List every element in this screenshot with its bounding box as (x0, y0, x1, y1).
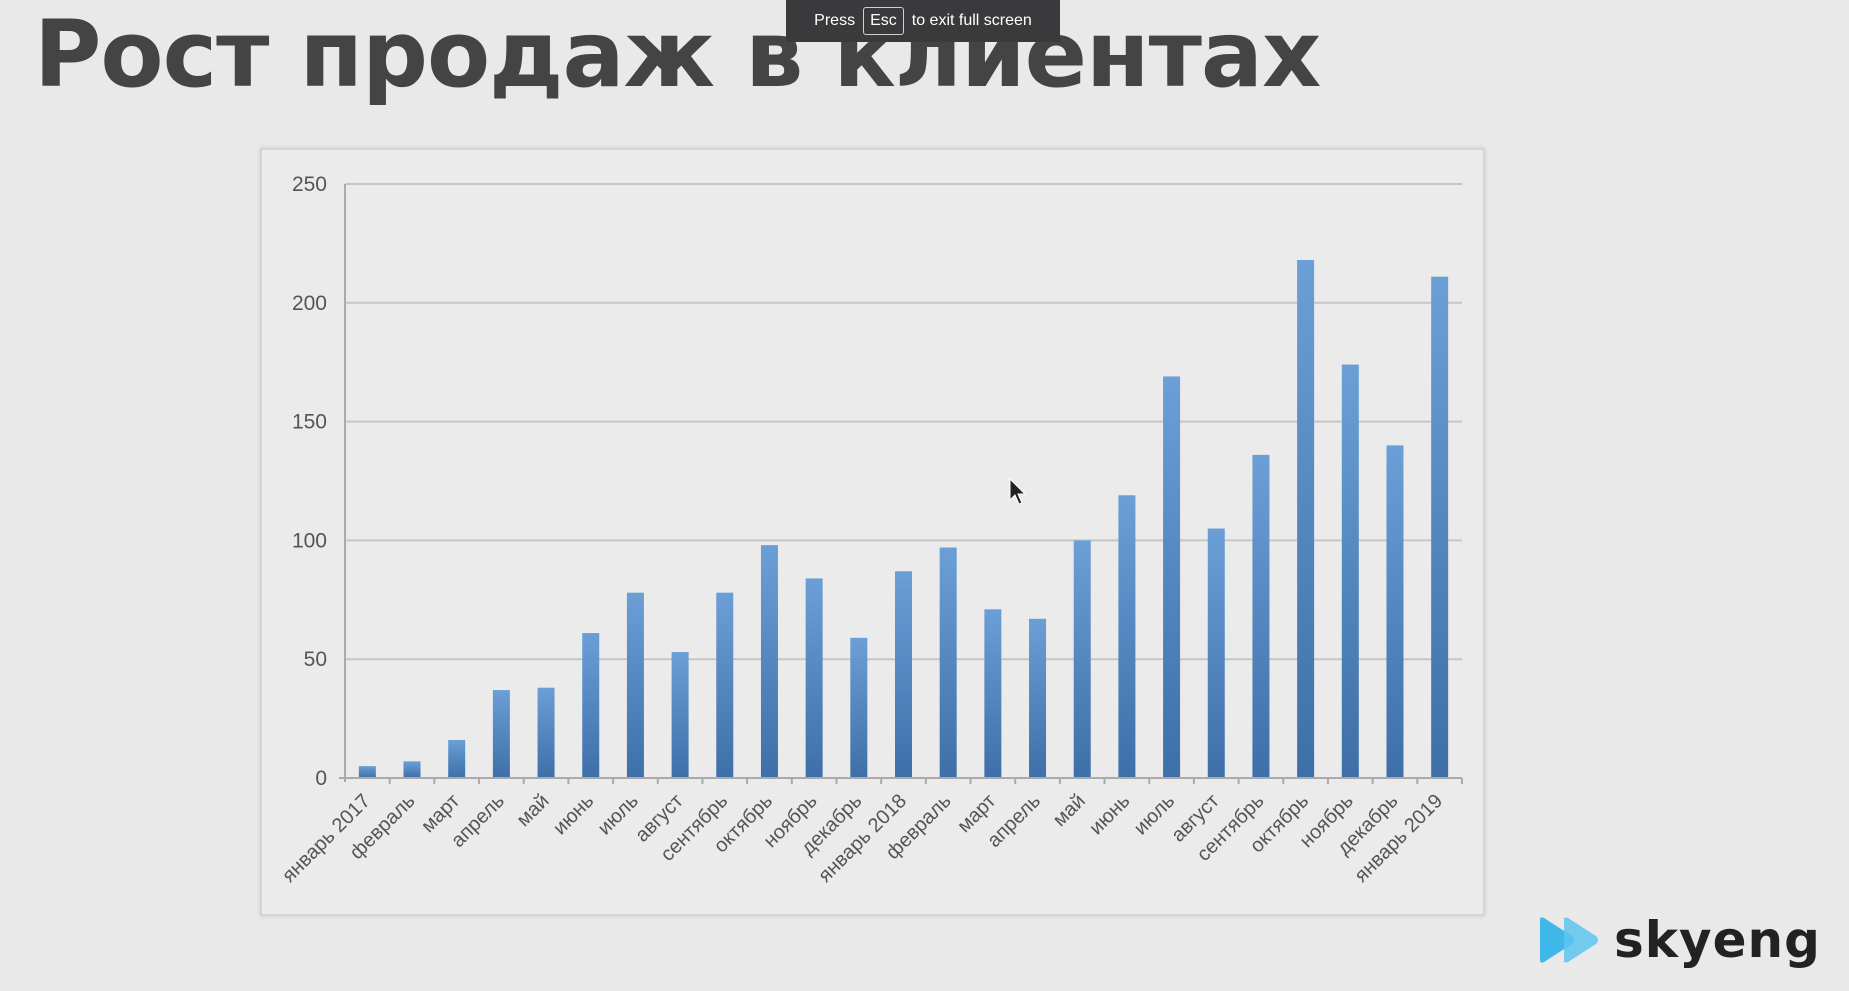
bar (939, 547, 957, 778)
bar (1207, 528, 1225, 778)
y-tick-label: 150 (292, 411, 327, 434)
y-tick-label: 0 (315, 767, 327, 790)
banner-press-text: Press (814, 12, 856, 29)
bar (1073, 540, 1091, 778)
bar (760, 545, 778, 778)
bar (537, 687, 555, 778)
y-tick-label: 100 (292, 529, 327, 552)
bar (671, 652, 689, 778)
bar (1297, 260, 1315, 778)
y-tick-label: 250 (292, 173, 327, 196)
x-tick-label: май (513, 790, 554, 831)
skyeng-logo: skyeng (1538, 908, 1838, 972)
bar (1386, 445, 1404, 778)
slide-title: Рост продаж в клиентах (34, 1, 1321, 108)
bar (805, 578, 823, 778)
x-tick-label: июнь (549, 790, 598, 839)
bar (1029, 618, 1047, 778)
bar (1163, 376, 1181, 778)
y-tick-labels: 0 50 100 150 200 250 (292, 173, 327, 790)
axes (339, 184, 1463, 784)
bar (492, 690, 510, 778)
esc-key-badge[interactable]: Esc (863, 7, 904, 35)
bar (582, 633, 600, 778)
bar (448, 739, 466, 778)
bar (1118, 495, 1136, 778)
bar (1341, 364, 1359, 778)
play-arrows-icon (1540, 917, 1598, 963)
y-tick-label: 200 (292, 292, 327, 315)
bar (1431, 276, 1449, 778)
logo-text: skyeng (1614, 911, 1821, 969)
bar-chart: 0 50 100 150 200 250 январь 2017февральмартап… (278, 173, 1463, 887)
chart-panel: 0 50 100 150 200 250 январь 2017 февраль март ап… (260, 148, 1485, 916)
bar (626, 592, 644, 778)
bar (403, 761, 421, 778)
bar (850, 637, 868, 778)
grid-layer (345, 183, 1462, 661)
fullscreen-banner: Press Esc to exit full screen (786, 0, 1060, 42)
y-tick-label: 50 (304, 648, 327, 671)
bar (1252, 454, 1270, 778)
banner-message-text: to exit full screen (911, 12, 1032, 29)
bar (984, 609, 1002, 778)
bar (358, 766, 376, 778)
bar (716, 592, 734, 778)
bar (895, 571, 912, 778)
x-tick-label: июнь (1085, 790, 1134, 839)
mouse-cursor-icon (1009, 478, 1027, 505)
x-tick-label: май (1049, 790, 1090, 831)
bars (358, 260, 1449, 778)
